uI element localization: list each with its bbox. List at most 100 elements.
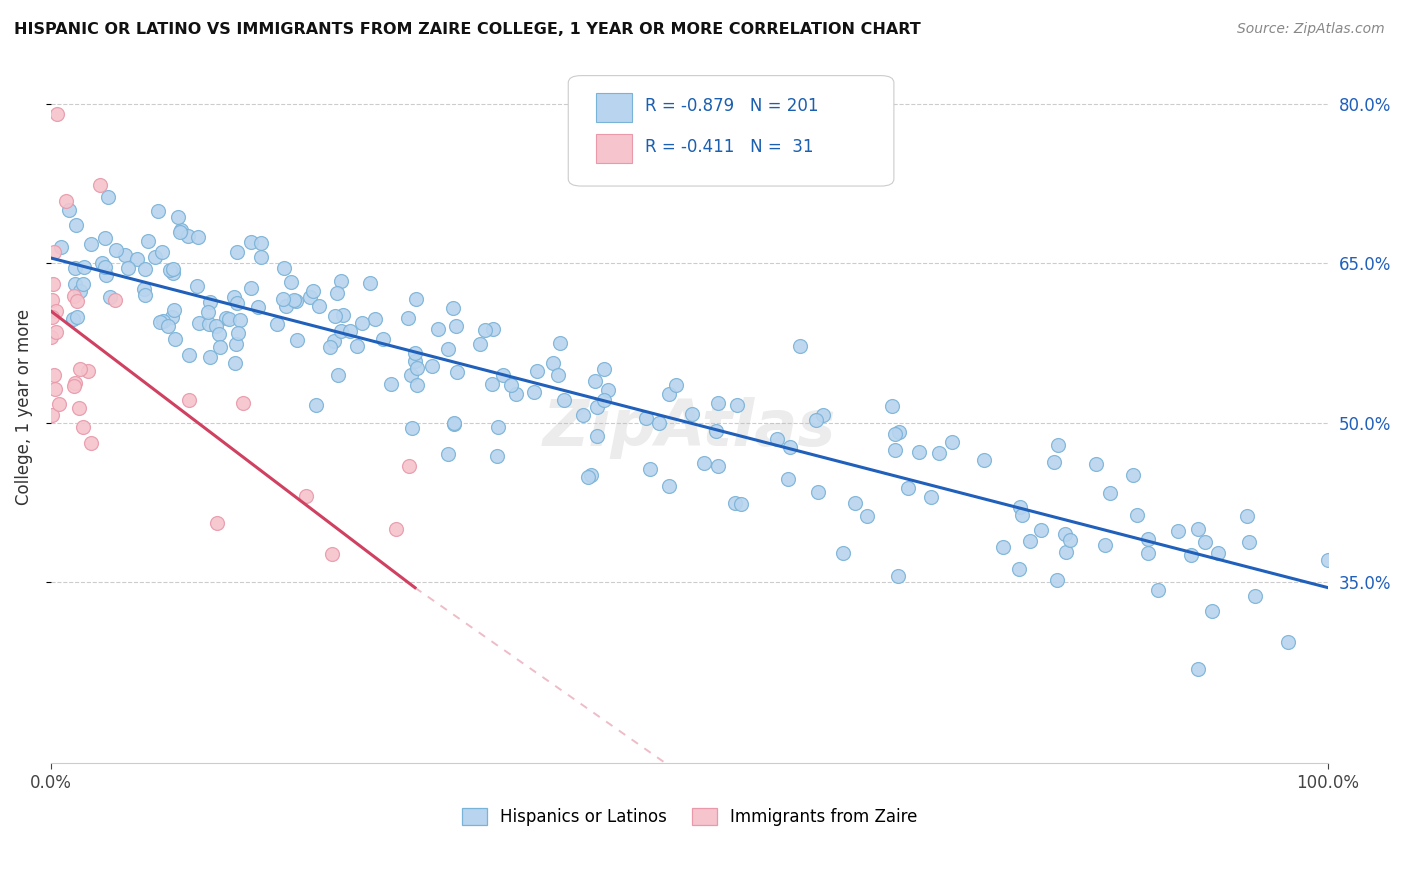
- Point: [364, 311, 387, 326]
- Point: [443, 417, 465, 431]
- Point: [228, 326, 250, 341]
- Point: [420, 359, 443, 373]
- Point: [323, 310, 346, 324]
- Point: [225, 336, 247, 351]
- Point: [1146, 582, 1168, 597]
- Point: [67, 401, 90, 415]
- Point: [887, 425, 910, 440]
- Point: [993, 541, 1015, 555]
- Point: [665, 378, 688, 392]
- Point: [326, 368, 349, 383]
- Point: [69, 362, 91, 376]
- Point: [103, 293, 125, 307]
- Point: [481, 377, 503, 392]
- Point: [882, 399, 904, 413]
- Point: [45, 325, 67, 339]
- Point: [280, 275, 302, 289]
- Point: [63, 379, 86, 393]
- Point: [283, 293, 305, 308]
- Point: [1053, 526, 1076, 541]
- Point: [65, 261, 87, 276]
- Point: [638, 462, 661, 476]
- Point: [198, 295, 221, 310]
- Point: [486, 420, 509, 434]
- Point: [80, 436, 103, 450]
- Point: [1125, 508, 1147, 523]
- Point: [707, 396, 730, 410]
- Point: [908, 445, 931, 459]
- Point: [197, 304, 219, 318]
- Point: [658, 479, 681, 493]
- Point: [218, 312, 240, 326]
- Point: [941, 435, 963, 450]
- Point: [156, 318, 179, 333]
- Point: [730, 497, 752, 511]
- Point: [225, 296, 247, 310]
- Point: [62, 312, 84, 326]
- Point: [271, 292, 294, 306]
- Point: [187, 316, 209, 330]
- Point: [396, 311, 419, 326]
- FancyBboxPatch shape: [596, 134, 633, 162]
- Point: [274, 300, 297, 314]
- Point: [399, 368, 422, 383]
- Point: [66, 310, 89, 325]
- Point: [371, 332, 394, 346]
- Point: [66, 294, 89, 309]
- Point: [1244, 589, 1267, 603]
- Point: [302, 284, 325, 298]
- Point: [897, 482, 920, 496]
- Point: [468, 337, 491, 351]
- Point: [42, 245, 65, 260]
- Point: [405, 292, 427, 306]
- Point: [266, 317, 288, 331]
- Point: [323, 334, 346, 348]
- Y-axis label: College, 1 year or more: College, 1 year or more: [15, 309, 32, 505]
- Point: [229, 313, 252, 327]
- Text: R = -0.411   N =  31: R = -0.411 N = 31: [645, 138, 814, 156]
- Point: [1167, 524, 1189, 539]
- Point: [58, 203, 80, 218]
- Point: [426, 322, 449, 336]
- Point: [658, 387, 681, 401]
- Point: [132, 282, 155, 296]
- Point: [681, 407, 703, 421]
- Point: [186, 279, 208, 293]
- Point: [501, 377, 523, 392]
- Point: [1098, 485, 1121, 500]
- Point: [385, 522, 408, 536]
- Point: [443, 417, 465, 431]
- Point: [1194, 535, 1216, 549]
- Point: [1187, 522, 1209, 536]
- Point: [73, 260, 96, 274]
- Point: [1043, 455, 1066, 469]
- Point: [332, 308, 354, 322]
- Point: [887, 568, 910, 582]
- Point: [285, 333, 308, 347]
- Point: [505, 387, 527, 401]
- Point: [160, 310, 183, 325]
- Point: [170, 223, 193, 237]
- Point: [177, 228, 200, 243]
- Point: [162, 266, 184, 280]
- Point: [437, 447, 460, 461]
- Point: [149, 315, 172, 329]
- Point: [65, 218, 87, 232]
- Point: [1059, 533, 1081, 547]
- Point: [46, 107, 69, 121]
- Point: [724, 496, 747, 510]
- Point: [1094, 538, 1116, 552]
- Point: [163, 332, 186, 346]
- Point: [583, 374, 606, 388]
- Point: [441, 301, 464, 316]
- Point: [48, 397, 70, 411]
- Point: [1011, 508, 1033, 523]
- Point: [973, 453, 995, 467]
- Point: [298, 290, 321, 304]
- Point: [1137, 546, 1160, 560]
- Point: [585, 400, 607, 414]
- Point: [72, 420, 94, 434]
- Point: [76, 364, 98, 378]
- Point: [125, 252, 148, 267]
- Point: [482, 322, 505, 336]
